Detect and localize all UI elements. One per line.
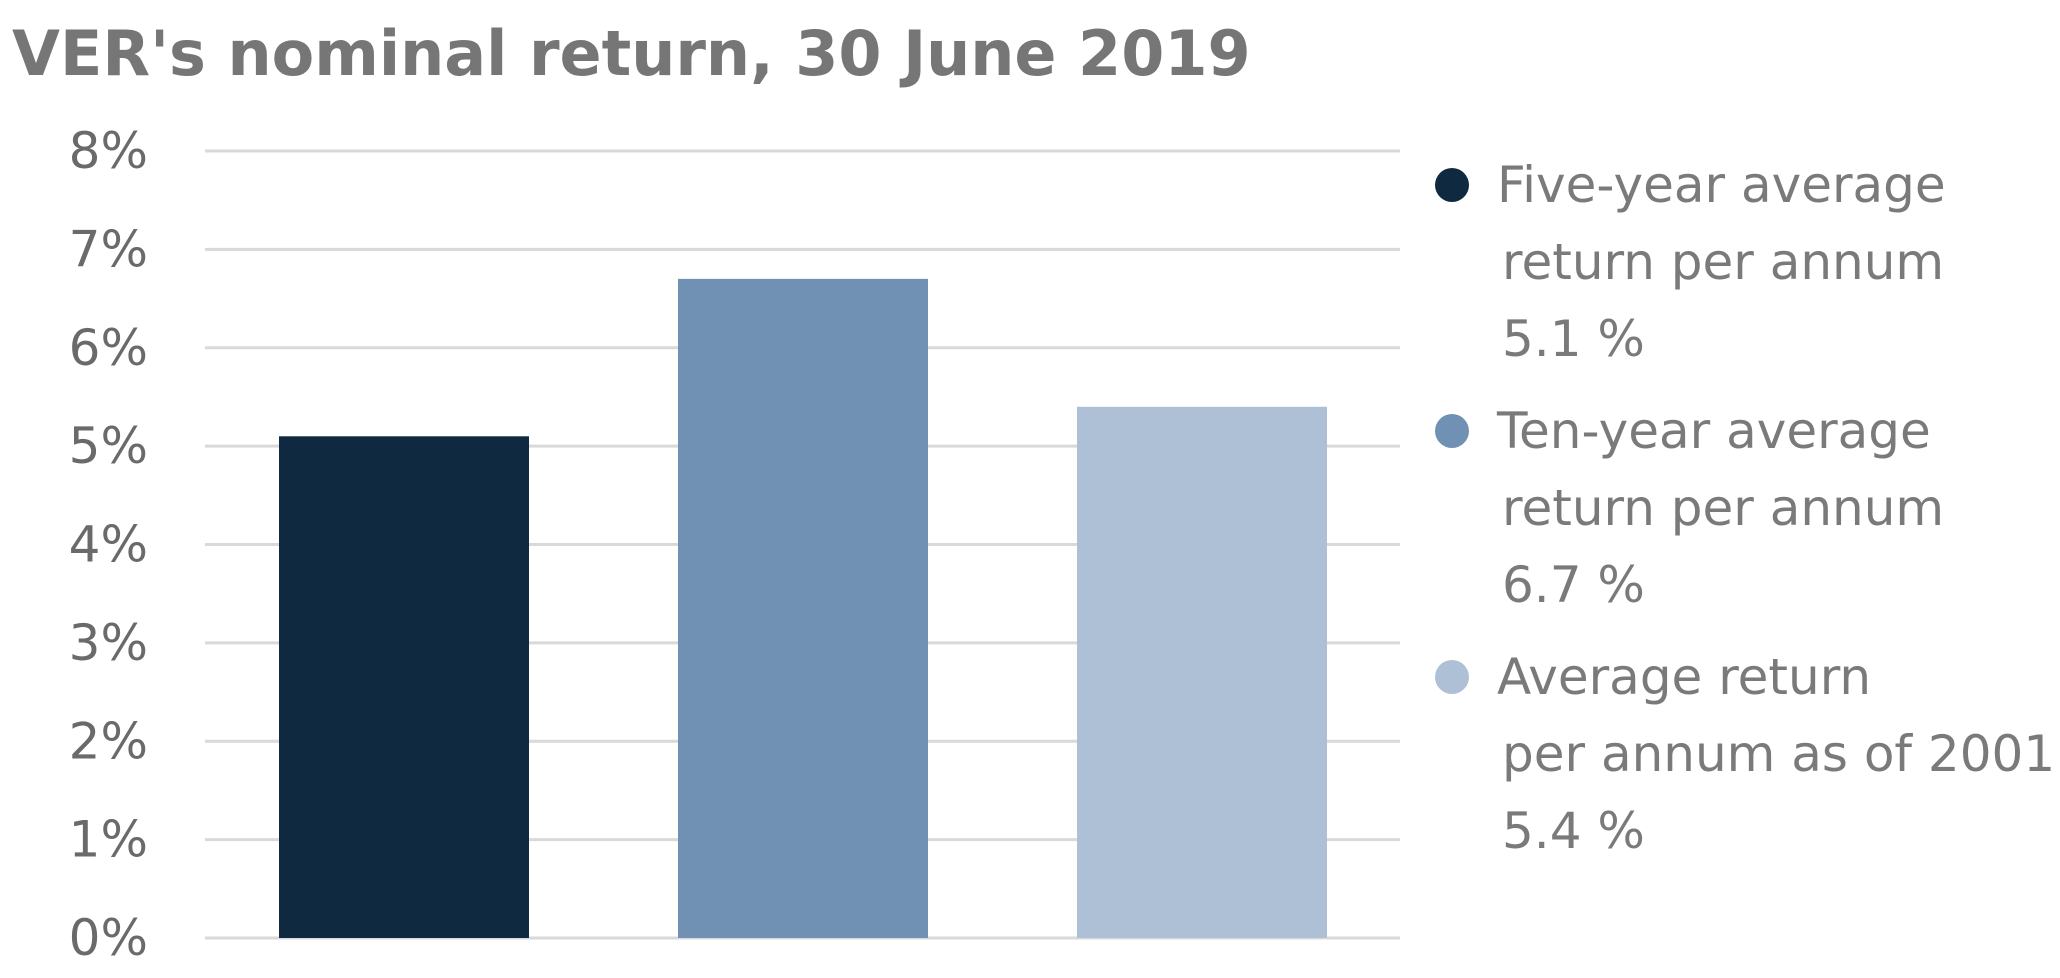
legend-label-1-line-3: 5.1 % [1502, 310, 1645, 368]
y-tick-label: 5% [69, 417, 148, 475]
legend-label-3-line-2: per annum as of 2001 [1502, 725, 2055, 783]
legend-label-2-line-2: return per annum [1502, 479, 1944, 537]
legend-marker-1 [1435, 168, 1469, 202]
legend-label-3-line-1: Average return [1497, 648, 1871, 706]
y-tick-label: 7% [69, 220, 148, 278]
y-tick-label: 1% [69, 811, 148, 869]
legend-marker-2 [1435, 414, 1469, 448]
legend-label-2-line-1: Ten-year average [1496, 402, 1931, 460]
y-tick-label: 4% [69, 516, 148, 574]
legend-label-3-line-3: 5.4 % [1502, 802, 1645, 860]
y-tick-label: 0% [69, 909, 148, 967]
y-tick-label: 2% [69, 712, 148, 770]
bar-2 [678, 278, 928, 938]
y-tick-label: 3% [69, 614, 148, 672]
legend-marker-3 [1435, 660, 1469, 694]
legend: Five-year average return per annum 5.1 % Te… [1435, 156, 2055, 860]
bars [279, 278, 1327, 938]
legend-label-1-line-2: return per annum [1502, 233, 1944, 291]
legend-label-2-line-3: 6.7 % [1502, 556, 1645, 614]
legend-label-1-line-1: Five-year average [1497, 156, 1946, 214]
y-tick-label: 6% [69, 319, 148, 377]
y-tick-label: 8% [69, 122, 148, 180]
chart-title: VER's nominal return, 30 June 2019 [12, 17, 1251, 90]
bar-3 [1077, 406, 1327, 938]
bar-1 [279, 436, 529, 938]
y-axis-tick-labels: 0% 1% 2% 3% 4% 5% 6% 7% 8% [69, 122, 148, 967]
